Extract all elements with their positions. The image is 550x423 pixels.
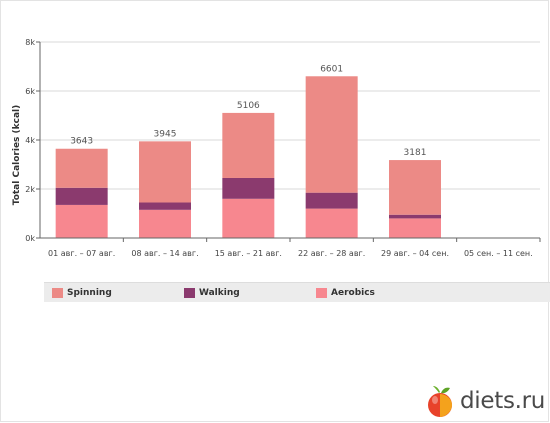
- bar-spinning-4: [389, 160, 441, 215]
- legend: Spinning Walking Aerobics: [44, 282, 550, 302]
- axes: [36, 41, 541, 242]
- chart: 0k 2k 4k 6k 8k 01 авг. – 07 авг. 3643 08 авг. –…: [25, 38, 541, 258]
- x-tick-label: 01 авг. – 07 авг.: [48, 249, 115, 258]
- legend-item-spinning[interactable]: Spinning: [52, 287, 112, 299]
- legend-swatch-spinning: [52, 288, 63, 298]
- legend-label-aerobics: Aerobics: [331, 288, 375, 298]
- bar-aerobics-2: [222, 198, 275, 238]
- bar-walking-4: [389, 214, 441, 219]
- legend-label-spinning: Spinning: [67, 288, 112, 298]
- y-axis-label: Total Calories (kcal): [12, 104, 22, 206]
- legend-label-walking: Walking: [199, 288, 240, 298]
- x-tick-label: 05 сен. – 11 сен.: [464, 249, 533, 258]
- legend-item-walking[interactable]: Walking: [184, 287, 240, 299]
- data-label-total: 3643: [70, 137, 93, 147]
- data-label-total: 3181: [404, 148, 427, 158]
- x-tick-label: 22 авг. – 28 авг.: [298, 249, 365, 258]
- bar-walking-3: [305, 192, 358, 209]
- bar-aerobics-3: [305, 208, 358, 238]
- legend-swatch-aerobics: [316, 288, 327, 298]
- watermark-logo: diets.ru: [426, 383, 545, 419]
- bar-spinning-0: [55, 148, 108, 188]
- bar-aerobics-1: [139, 209, 191, 238]
- y-tick-label: 8k: [25, 38, 35, 47]
- bars: [55, 76, 441, 238]
- grid: [40, 41, 540, 190]
- legend-swatch-walking: [184, 288, 195, 298]
- labels: 0k 2k 4k 6k 8k 01 авг. – 07 авг. 3643 08 авг. –…: [25, 38, 532, 258]
- y-tick-label: 4k: [25, 136, 35, 145]
- bar-aerobics-4: [389, 218, 441, 238]
- data-label-total: 6601: [320, 64, 343, 74]
- bar-spinning-2: [222, 112, 275, 178]
- y-tick-label: 0k: [25, 234, 35, 243]
- x-tick-label: 15 авг. – 21 авг.: [215, 249, 282, 258]
- bar-aerobics-0: [55, 204, 108, 238]
- data-label-total: 5106: [237, 101, 260, 111]
- x-tick-label: 29 авг. – 04 сен.: [381, 249, 449, 258]
- bar-spinning-1: [139, 141, 191, 203]
- y-tick-label: 2k: [25, 185, 35, 194]
- bar-spinning-3: [305, 76, 358, 193]
- apple-icon: [428, 386, 452, 417]
- x-tick-label: 08 авг. – 14 авг.: [131, 249, 198, 258]
- legend-item-aerobics[interactable]: Aerobics: [316, 287, 375, 299]
- bar-walking-1: [139, 202, 191, 210]
- bar-walking-0: [55, 187, 108, 205]
- y-tick-label: 6k: [25, 87, 35, 96]
- watermark-text: diets.ru: [460, 388, 546, 414]
- data-label-total: 3945: [154, 129, 177, 139]
- bar-walking-2: [222, 177, 275, 199]
